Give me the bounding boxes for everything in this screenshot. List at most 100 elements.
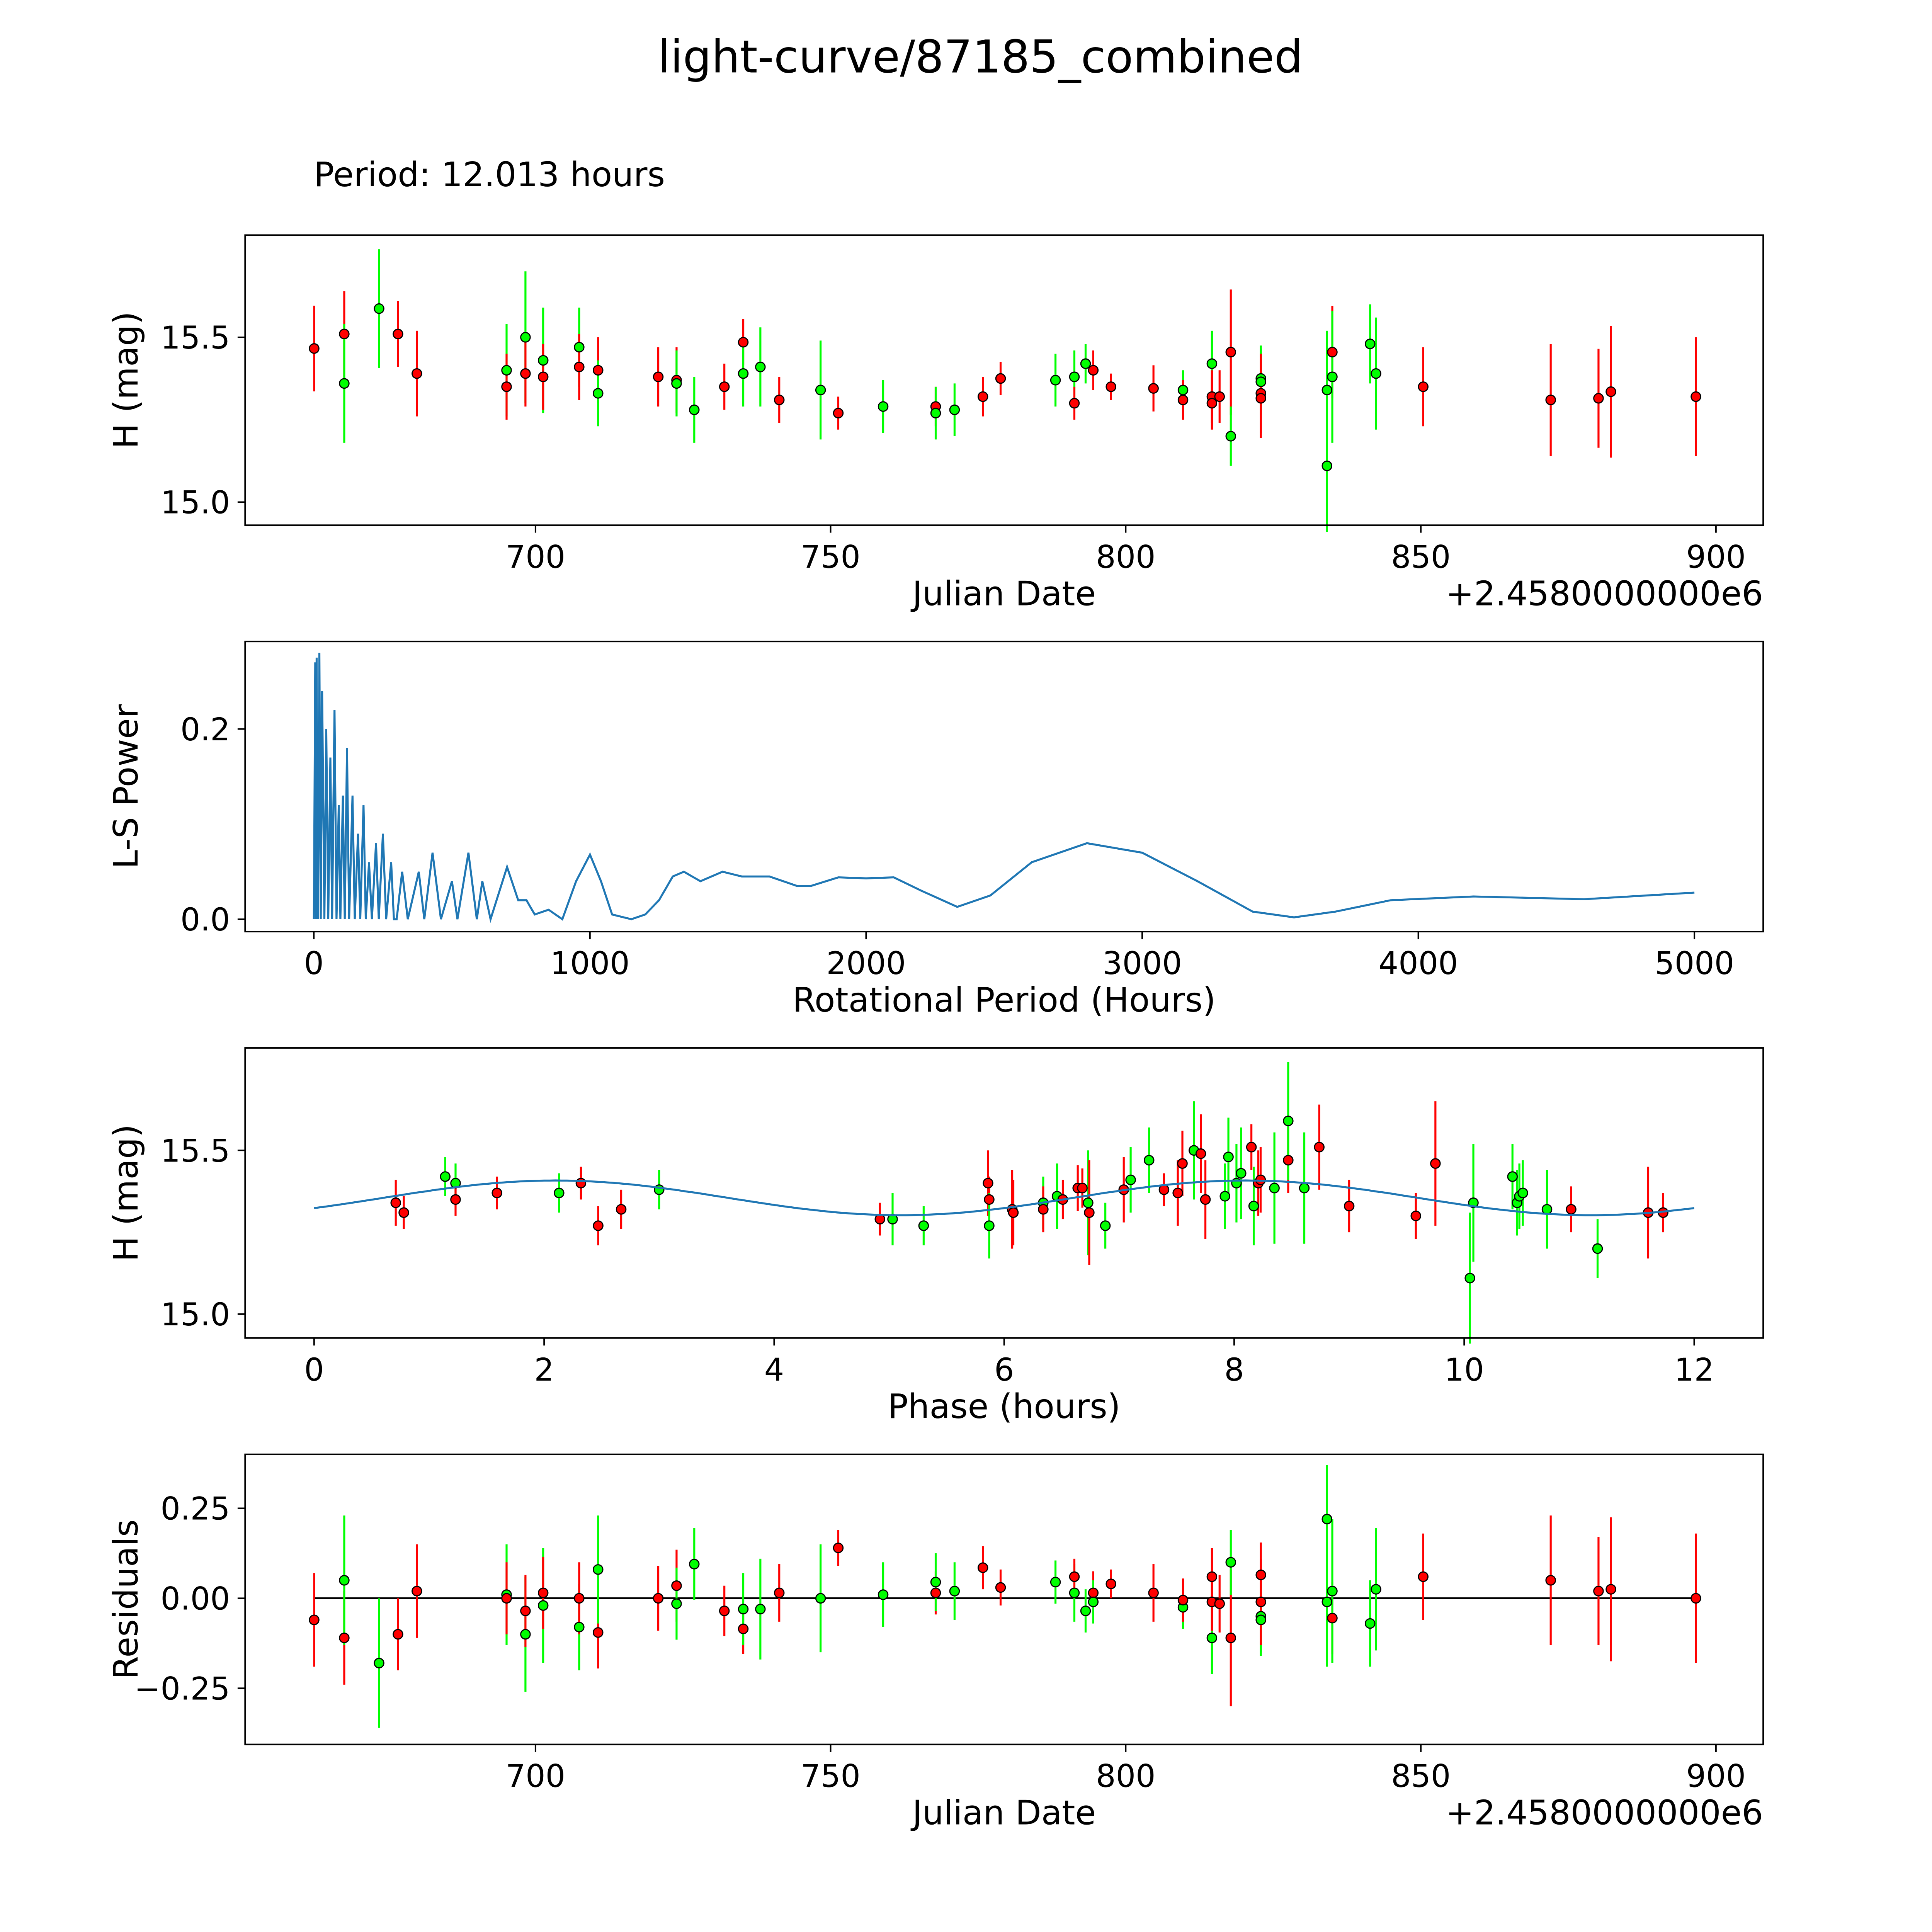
data-point	[1050, 1577, 1061, 1588]
data-point	[390, 1197, 401, 1208]
data-point	[1327, 1585, 1338, 1597]
data-point	[1177, 1595, 1189, 1605]
x-tick-label: 0	[304, 1352, 324, 1388]
data-point	[1371, 368, 1381, 379]
data-point	[738, 337, 749, 348]
x-tick-label: 5000	[1655, 946, 1734, 982]
x-tick-label: 4	[764, 1352, 784, 1388]
data-point	[774, 395, 785, 405]
data-point	[1592, 1243, 1603, 1254]
data-point	[1206, 398, 1218, 409]
x-tick-label: 750	[801, 1759, 860, 1795]
data-point	[1225, 347, 1236, 358]
data-point	[1269, 1182, 1280, 1194]
periodogram-panel: 0 1000 2000 3000 4000 5000 0.0 0.2 Rotational Pe…	[106, 641, 1764, 1020]
data-point	[1255, 1614, 1266, 1626]
x-tick-label: 700	[506, 539, 565, 575]
data-point	[1327, 1612, 1338, 1624]
x-axis-label: Julian Date	[910, 1793, 1096, 1833]
data-point	[833, 408, 844, 418]
data-point	[1088, 1587, 1099, 1599]
data-point	[412, 368, 422, 379]
x-tick-label: 900	[1686, 539, 1746, 575]
data-point	[492, 1187, 502, 1199]
data-point	[1177, 384, 1189, 396]
data-point	[930, 408, 941, 418]
data-point	[1050, 375, 1061, 386]
data-point	[520, 1605, 531, 1616]
data-point	[1219, 1191, 1230, 1202]
x-axis-label: Phase (hours)	[888, 1387, 1121, 1426]
axes-frame	[244, 1453, 1764, 1745]
data-point	[339, 1633, 350, 1643]
y-tick-label: 15.0	[160, 1297, 230, 1333]
data-point	[719, 381, 730, 392]
x-tick-label: 850	[1391, 539, 1451, 575]
data-point	[537, 1600, 549, 1611]
data-point	[1088, 1596, 1099, 1607]
data-point	[1327, 371, 1338, 383]
data-point	[537, 1587, 549, 1599]
x-tick-label: 2	[534, 1352, 554, 1388]
data-point	[719, 1605, 730, 1616]
residuals-panel: 700 750 800 850 900 −0.25 0.00 0.25 Julian Date R…	[106, 1453, 1764, 1833]
data-point	[1206, 1571, 1218, 1582]
data-point	[1605, 1584, 1616, 1595]
data-point	[738, 1604, 749, 1615]
data-point	[1327, 347, 1338, 358]
data-point	[878, 1589, 889, 1600]
data-point	[537, 371, 549, 383]
data-point	[1080, 1605, 1091, 1616]
data-point	[1321, 384, 1333, 396]
data-point	[1314, 1141, 1325, 1153]
x-tick-label: 8	[1224, 1352, 1244, 1388]
x-axis-label: Julian Date	[910, 574, 1096, 613]
data-point	[1566, 1204, 1577, 1215]
y-tick-label: 0.0	[180, 902, 230, 938]
data-point	[339, 1575, 350, 1586]
residuals-plot-area	[309, 1465, 1701, 1728]
data-point	[1255, 393, 1266, 404]
x-tick-label: 850	[1391, 1759, 1451, 1795]
data-point	[918, 1220, 929, 1231]
light-curve-panel: 700 750 800 850 900 15.0 15.5 Julian Date H (mag…	[106, 234, 1764, 613]
light-curve-plot-area	[309, 249, 1701, 532]
x-tick-label: 1000	[550, 946, 630, 982]
data-point	[1545, 1575, 1556, 1586]
data-point	[374, 1658, 384, 1668]
x-tick-label: 4000	[1379, 946, 1458, 982]
data-point	[1008, 1207, 1019, 1218]
data-point	[1100, 1220, 1111, 1231]
data-point	[1507, 1171, 1518, 1182]
data-point	[537, 355, 549, 366]
data-point	[398, 1207, 409, 1218]
data-point	[574, 361, 585, 372]
y-tick-label: 0.25	[160, 1491, 230, 1527]
y-tick-label: 15.0	[160, 485, 230, 521]
data-point	[738, 368, 749, 379]
y-axis-label: L-S Power	[106, 704, 146, 869]
x-tick-label: 6	[994, 1352, 1014, 1388]
data-point	[1690, 391, 1701, 402]
data-point	[949, 1585, 960, 1597]
data-point	[501, 365, 512, 376]
data-point	[1246, 1141, 1257, 1153]
data-point	[774, 1587, 785, 1599]
data-point	[1690, 1593, 1701, 1604]
data-point	[1214, 391, 1225, 402]
data-point	[501, 1593, 512, 1604]
y-axis-label: H (mag)	[106, 311, 146, 449]
data-point	[1214, 1598, 1225, 1609]
data-point	[1177, 1158, 1188, 1169]
data-point	[1225, 1557, 1236, 1568]
data-point	[616, 1204, 627, 1215]
data-point	[1195, 1148, 1206, 1159]
y-tick-label: −0.25	[134, 1671, 230, 1707]
data-point	[520, 368, 531, 379]
data-point	[671, 1598, 682, 1609]
data-point	[977, 391, 988, 402]
data-point	[309, 1614, 320, 1626]
data-point	[1365, 338, 1376, 349]
